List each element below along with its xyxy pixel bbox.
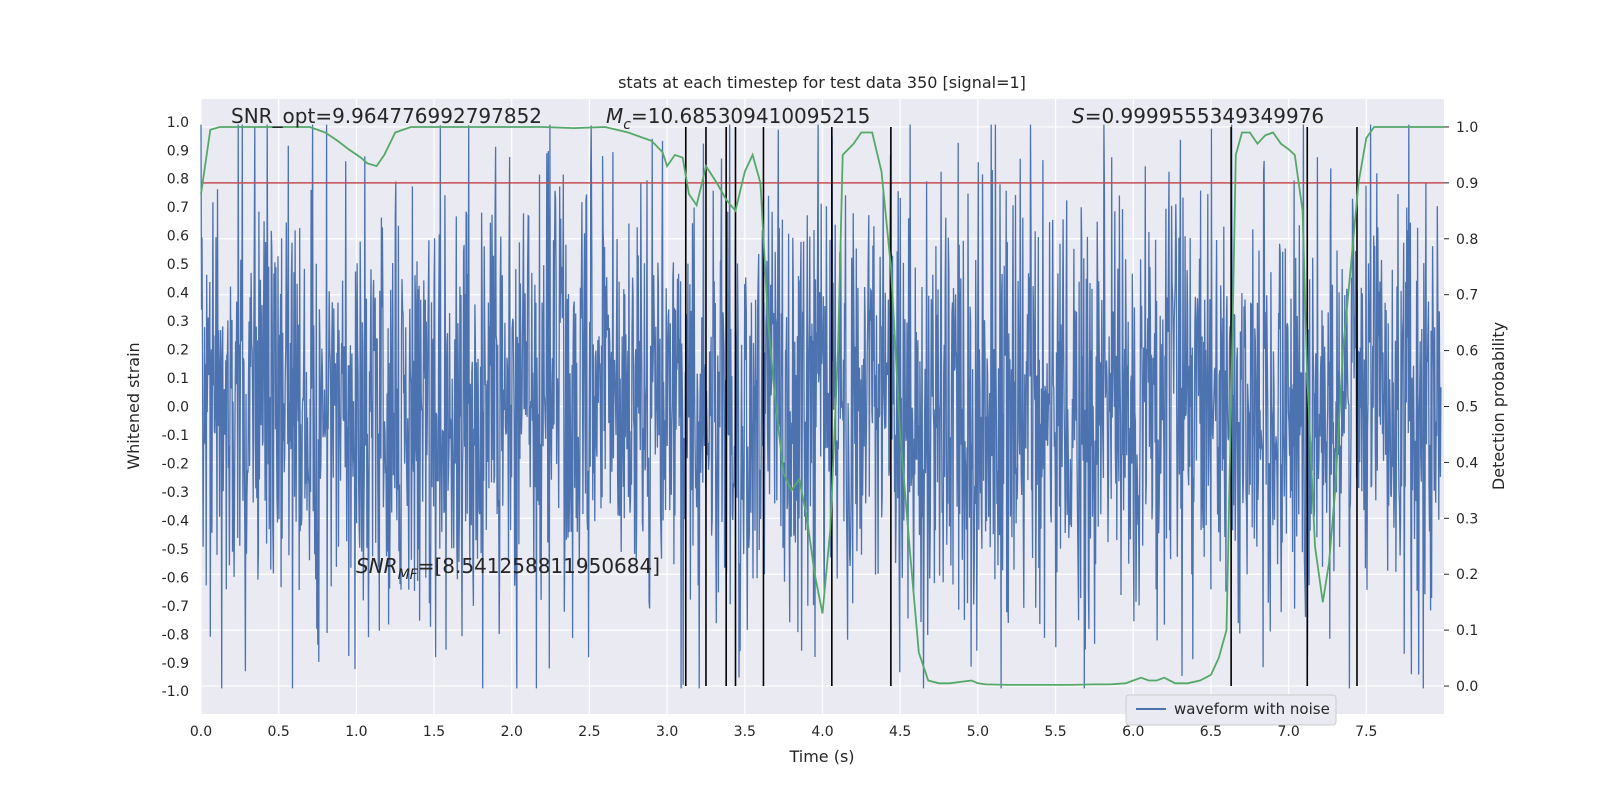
annotation-snr-opt: SNR_opt=9.964776992797852 bbox=[231, 104, 542, 128]
y-left-tick-label: -0.1 bbox=[162, 428, 189, 444]
x-tick-label: 0.0 bbox=[190, 724, 212, 740]
y-right-axis-label: Detection probability bbox=[1489, 322, 1508, 490]
y-right-tick-label: 0.5 bbox=[1456, 400, 1478, 416]
x-axis-label: Time (s) bbox=[788, 747, 854, 766]
annotation-chirp-mass: Mc=10.685309410095215 bbox=[606, 104, 870, 133]
y-left-tick-label: 0.4 bbox=[167, 286, 189, 302]
x-tick-label: 5.5 bbox=[1044, 724, 1066, 740]
y-right-tick-label: 0.2 bbox=[1456, 567, 1478, 583]
y-left-tick-label: 0.0 bbox=[167, 400, 189, 416]
x-tick-label: 6.5 bbox=[1200, 724, 1222, 740]
y-left-tick-label: 0.6 bbox=[167, 229, 189, 245]
y-left-axis-label: Whitened strain bbox=[124, 342, 143, 469]
waveform-line bbox=[200, 124, 1442, 689]
y-left-tick-label: -1.0 bbox=[162, 684, 189, 700]
y-left-ticks: 1.0 0.9 0.8 0.7 0.6 0.5 0.4 0.3 0.2 0.1 0.0 -0.1 -0.… bbox=[162, 115, 189, 700]
waveform-series bbox=[200, 124, 1442, 689]
event-vlines bbox=[684, 126, 1358, 687]
x-tick-label: 2.5 bbox=[578, 724, 600, 740]
y-left-tick-label: 0.5 bbox=[167, 257, 189, 273]
y-left-tick-label: -0.2 bbox=[162, 456, 189, 472]
probability-series-line bbox=[200, 126, 1444, 686]
y-left-tick-label: 0.2 bbox=[167, 343, 189, 359]
x-tick-label: 2.0 bbox=[501, 724, 523, 740]
x-tick-label: 5.0 bbox=[967, 724, 989, 740]
legend-label: waveform with noise bbox=[1174, 700, 1330, 718]
y-right-tick-label: 0.4 bbox=[1456, 455, 1478, 471]
x-ticks: 0.0 0.5 1.0 1.5 2.0 2.5 3.0 3.5 4.0 4.5 5.0 5.5 6.0 6… bbox=[190, 724, 1378, 740]
y-left-tick-label: -0.8 bbox=[162, 627, 189, 643]
y-left-tick-label: -0.6 bbox=[162, 570, 189, 586]
y-left-tick-label: 0.9 bbox=[167, 143, 189, 159]
x-tick-label: 4.5 bbox=[889, 724, 911, 740]
x-tick-label: 4.0 bbox=[811, 724, 833, 740]
y-left-tick-label: -0.5 bbox=[162, 542, 189, 558]
x-tick-label: 7.5 bbox=[1355, 724, 1377, 740]
y-left-tick-label: -0.9 bbox=[162, 656, 189, 672]
x-tick-label: 6.0 bbox=[1122, 724, 1144, 740]
y-left-tick-label: -0.4 bbox=[162, 513, 189, 529]
y-left-tick-label: 1.0 bbox=[167, 115, 189, 131]
y-right-tick-label: 0.9 bbox=[1456, 176, 1478, 192]
y-left-tick-label: -0.3 bbox=[162, 485, 189, 501]
legend: waveform with noise bbox=[1125, 694, 1337, 726]
y-right-tick-label: 0.1 bbox=[1456, 623, 1478, 639]
x-tick-label: 3.0 bbox=[656, 724, 678, 740]
chart-title: stats at each timestep for test data 350… bbox=[618, 73, 1026, 92]
legend-box bbox=[1125, 694, 1337, 726]
y-left-tick-label: 0.7 bbox=[167, 200, 189, 216]
x-tick-label: 0.5 bbox=[268, 724, 290, 740]
y-right-tick-label: 0.0 bbox=[1456, 679, 1478, 695]
y-left-tick-label: 0.8 bbox=[167, 172, 189, 188]
x-tick-label: 1.0 bbox=[345, 724, 367, 740]
annotation-snr-mf: SNRMF=[8.541258811950684] bbox=[356, 554, 660, 583]
x-tick-label: 7.0 bbox=[1277, 724, 1299, 740]
y-right-ticks: 1.0 0.9 0.8 0.7 0.6 0.5 0.4 0.3 0.2 0.1 0.0 bbox=[1444, 120, 1478, 695]
y-right-tick-label: 0.3 bbox=[1456, 511, 1478, 527]
y-left-tick-label: -0.7 bbox=[162, 599, 189, 615]
y-right-tick-label: 0.8 bbox=[1456, 232, 1478, 248]
y-right-tick-label: 0.6 bbox=[1456, 344, 1478, 360]
y-left-tick-label: 0.1 bbox=[167, 371, 189, 387]
y-left-tick-label: 0.3 bbox=[167, 314, 189, 330]
x-tick-label: 1.5 bbox=[423, 724, 445, 740]
y-right-tick-label: 1.0 bbox=[1456, 120, 1478, 136]
x-tick-label: 3.5 bbox=[734, 724, 756, 740]
y-right-tick-label: 0.7 bbox=[1456, 288, 1478, 304]
annotation-score: S=0.9999555349349976 bbox=[1072, 104, 1324, 128]
